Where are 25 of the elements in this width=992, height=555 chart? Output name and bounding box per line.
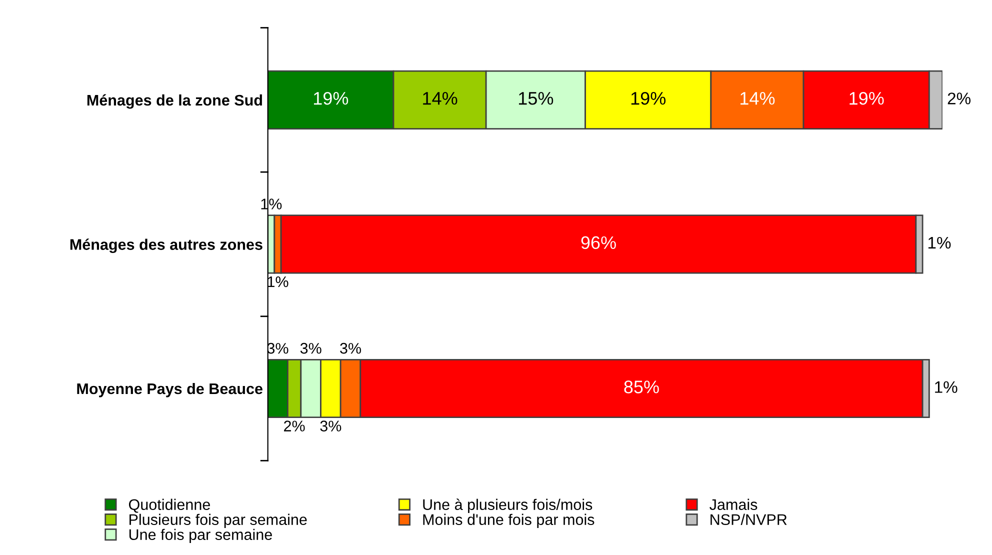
data-label: 3% bbox=[300, 342, 322, 354]
data-label: 15% bbox=[518, 92, 554, 105]
data-label: 2% bbox=[948, 92, 971, 104]
y-tick-label: Moyenne Pays de Beauce bbox=[77, 382, 262, 398]
legend-label: Quotidienne bbox=[128, 498, 210, 513]
y-tick-label: Ménages de la zone Sud bbox=[87, 94, 262, 109]
legend-label: Moins d'une fois par mois bbox=[423, 514, 594, 528]
y-tick-label: Ménages des autres zones bbox=[70, 238, 262, 254]
data-label: 14% bbox=[740, 92, 775, 105]
data-label: 1% bbox=[928, 236, 951, 249]
data-label: 19% bbox=[631, 92, 666, 105]
data-label: 85% bbox=[624, 380, 659, 394]
data-label: 3% bbox=[340, 342, 362, 354]
legend-label: Une à plusieurs fois/mois bbox=[423, 498, 592, 514]
data-label: 19% bbox=[314, 92, 348, 105]
data-label: 2% bbox=[284, 420, 305, 432]
legend-label: Une fois par semaine bbox=[129, 528, 272, 544]
data-label: 3% bbox=[320, 420, 342, 432]
data-label: 19% bbox=[850, 92, 884, 105]
legend-label: Plusieurs fois par semaine bbox=[130, 514, 307, 528]
legend-label: Jamais bbox=[710, 498, 758, 510]
data-label: 1% bbox=[935, 381, 958, 393]
data-label: 14% bbox=[423, 92, 458, 105]
data-label: 96% bbox=[581, 236, 616, 250]
legend-label: NSP/NVPR bbox=[710, 514, 787, 526]
